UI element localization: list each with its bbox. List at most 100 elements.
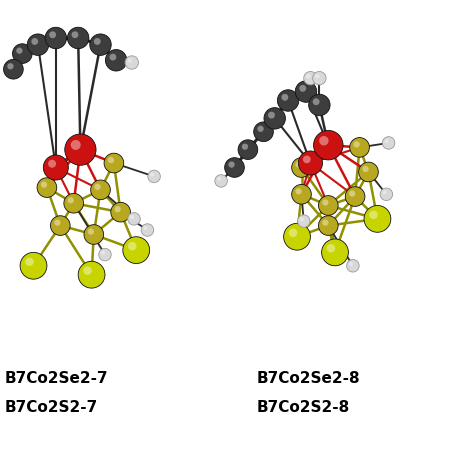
Circle shape — [304, 71, 317, 85]
Circle shape — [91, 180, 110, 200]
Circle shape — [345, 187, 365, 206]
Circle shape — [31, 38, 38, 45]
Circle shape — [54, 219, 61, 226]
Circle shape — [45, 27, 67, 49]
Circle shape — [27, 34, 49, 55]
Circle shape — [125, 56, 138, 69]
Text: B7Co2S2-8: B7Co2S2-8 — [257, 400, 350, 415]
Circle shape — [123, 237, 150, 264]
Circle shape — [16, 47, 23, 54]
Circle shape — [4, 60, 23, 79]
Circle shape — [347, 259, 359, 272]
Circle shape — [104, 153, 124, 173]
Circle shape — [114, 206, 121, 212]
Circle shape — [228, 161, 234, 168]
Circle shape — [49, 31, 56, 38]
Circle shape — [313, 98, 319, 105]
Circle shape — [148, 170, 160, 183]
Circle shape — [315, 74, 319, 78]
Circle shape — [313, 71, 326, 85]
Circle shape — [349, 262, 353, 266]
Circle shape — [295, 188, 302, 195]
Circle shape — [380, 188, 393, 201]
Circle shape — [242, 144, 248, 150]
Circle shape — [354, 141, 360, 148]
Circle shape — [111, 202, 130, 222]
Circle shape — [141, 224, 154, 236]
Circle shape — [13, 44, 32, 63]
Circle shape — [306, 74, 310, 78]
Circle shape — [88, 228, 94, 234]
Circle shape — [318, 216, 338, 235]
Circle shape — [268, 112, 275, 119]
Circle shape — [68, 27, 89, 49]
Circle shape — [299, 85, 306, 92]
Circle shape — [78, 261, 105, 288]
Circle shape — [98, 249, 111, 261]
Circle shape — [277, 90, 299, 111]
Circle shape — [108, 157, 114, 163]
Circle shape — [71, 31, 78, 38]
Circle shape — [37, 178, 57, 197]
Circle shape — [281, 94, 288, 101]
Circle shape — [144, 226, 148, 230]
Circle shape — [322, 219, 328, 226]
Circle shape — [101, 251, 105, 255]
Circle shape — [319, 136, 329, 145]
Circle shape — [364, 205, 391, 232]
Circle shape — [106, 50, 127, 71]
Text: B7Co2S2-7: B7Co2S2-7 — [5, 400, 98, 415]
Circle shape — [215, 174, 227, 187]
Circle shape — [238, 140, 258, 159]
Circle shape — [109, 53, 116, 61]
Circle shape — [303, 156, 310, 163]
Circle shape — [128, 212, 140, 225]
Circle shape — [359, 162, 378, 182]
Circle shape — [65, 134, 96, 165]
Circle shape — [349, 190, 356, 197]
Circle shape — [327, 244, 335, 253]
Circle shape — [94, 184, 101, 190]
Circle shape — [84, 225, 104, 244]
Circle shape — [43, 155, 68, 180]
Circle shape — [254, 122, 273, 142]
Circle shape — [130, 215, 134, 219]
Circle shape — [51, 216, 70, 235]
Circle shape — [48, 160, 56, 168]
Circle shape — [300, 217, 304, 221]
Circle shape — [295, 161, 302, 168]
Circle shape — [369, 211, 378, 219]
Circle shape — [297, 215, 310, 227]
Circle shape — [363, 166, 369, 172]
Text: B7Co2Se2-8: B7Co2Se2-8 — [257, 371, 361, 386]
Circle shape — [264, 108, 286, 129]
Circle shape — [20, 252, 47, 279]
Circle shape — [314, 130, 343, 160]
Circle shape — [292, 184, 311, 204]
Circle shape — [295, 81, 317, 102]
Circle shape — [225, 158, 244, 177]
Circle shape — [382, 136, 395, 149]
Circle shape — [94, 38, 101, 45]
Circle shape — [71, 140, 81, 150]
Circle shape — [322, 199, 328, 206]
Circle shape — [257, 126, 264, 132]
Circle shape — [128, 58, 132, 63]
Circle shape — [128, 242, 136, 250]
Circle shape — [64, 193, 83, 213]
Text: B7Co2Se2-7: B7Co2Se2-7 — [5, 371, 108, 386]
Circle shape — [150, 173, 154, 176]
Circle shape — [83, 266, 92, 275]
Circle shape — [25, 257, 34, 266]
Circle shape — [217, 177, 221, 181]
Circle shape — [350, 137, 370, 157]
Circle shape — [284, 223, 310, 250]
Circle shape — [68, 197, 74, 204]
Circle shape — [309, 94, 330, 116]
Circle shape — [292, 158, 311, 177]
Circle shape — [90, 34, 111, 55]
Circle shape — [383, 190, 386, 195]
Circle shape — [289, 228, 297, 237]
Circle shape — [322, 239, 348, 266]
Circle shape — [318, 196, 338, 215]
